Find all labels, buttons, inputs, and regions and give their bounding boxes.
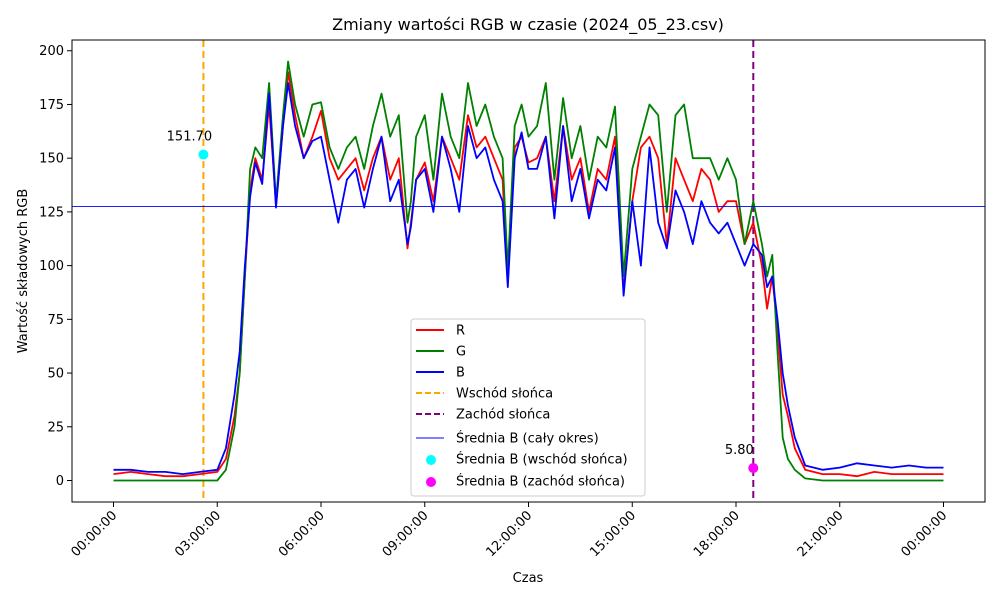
mean-sunrise-label: 151.70 [167, 130, 213, 145]
y-tick-label: 150 [39, 152, 64, 167]
mean-sunset-point [748, 463, 759, 474]
chart-title: Zmiany wartości RGB w czasie (2024_05_23… [332, 15, 724, 35]
y-tick-label: 50 [47, 367, 64, 382]
legend-entry: G [456, 345, 466, 360]
mean-sunset-label: 5.80 [725, 443, 754, 458]
legend-entry: Zachód słońca [456, 408, 550, 423]
legend-entry: Wschód słońca [456, 387, 553, 402]
markers-layer: 151.70 5.80 [167, 130, 759, 474]
legend-swatch [426, 455, 436, 465]
legend-entry: R [456, 324, 465, 339]
legend-entry: B [456, 366, 465, 381]
legend-box [410, 318, 646, 497]
y-tick-label: 0 [56, 474, 64, 489]
y-tick-label: 175 [39, 98, 64, 113]
legend-entry: Średnia B (wschód słońca) [456, 452, 628, 468]
legend-entry: Średnia B (zachód słońca) [456, 474, 625, 490]
legend-swatch [426, 477, 436, 487]
y-tick-label: 125 [39, 205, 64, 220]
mean-sunrise-point [198, 149, 209, 160]
series-line-B [113, 82, 944, 476]
y-axis: 0 25 50 75 100 125 150 175 200 [39, 44, 72, 489]
legend: RGB Wschód słońca Zachód słońca Średnia B (… [410, 318, 646, 497]
y-axis-title: Wartość składowych RGB [16, 189, 31, 353]
y-tick-label: 200 [39, 44, 64, 59]
y-tick-label: 25 [47, 420, 64, 435]
x-axis-title: Czas [513, 571, 544, 586]
lines-layer [72, 40, 985, 502]
y-tick-label: 100 [39, 259, 64, 274]
legend-entry: Średnia B (cały okres) [456, 431, 599, 447]
plot-area: 151.70 5.80 [72, 40, 985, 502]
y-tick-label: 75 [47, 313, 64, 328]
